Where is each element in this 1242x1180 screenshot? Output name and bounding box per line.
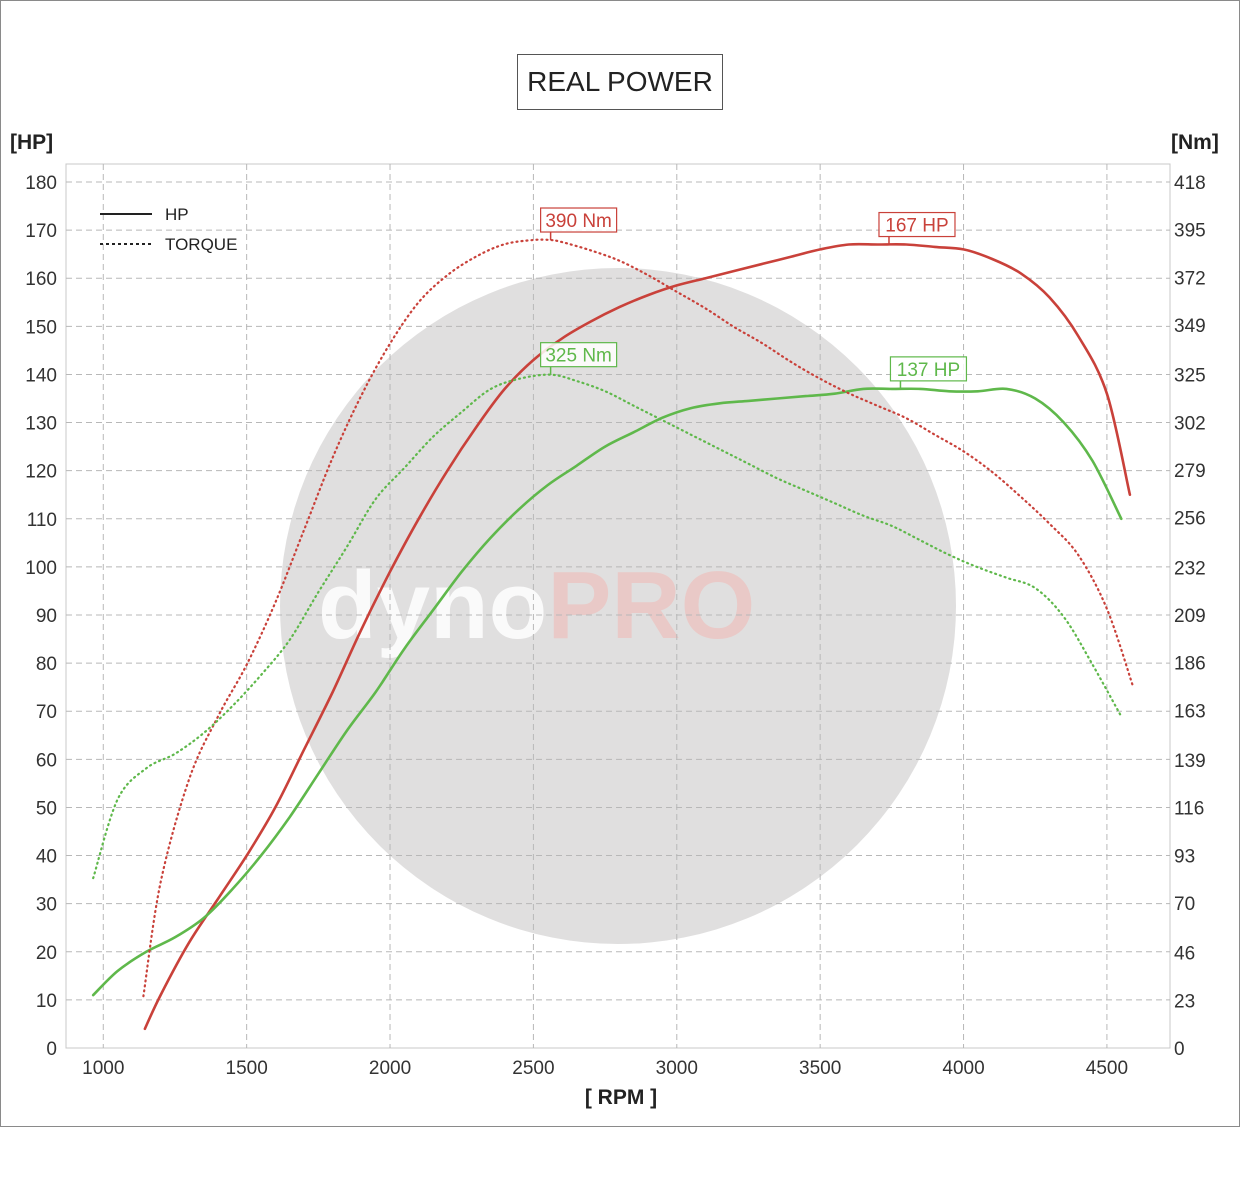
y-right-tick-label: 349 [1174,316,1206,337]
x-tick-label: 2000 [369,1058,411,1079]
chart-title-text: REAL POWER [527,66,713,97]
annotation-box [889,356,968,382]
x-axis-label: [ RPM ] [584,1086,658,1109]
y-right-tick-label: 279 [1174,461,1206,482]
y-right-tick-label: 232 [1174,558,1206,579]
watermark-logo: dynoPRO [318,552,755,659]
grid-layer [66,164,1170,1048]
y-right-unit-label: [Nm] [1171,131,1219,154]
watermark-circle [280,268,956,944]
annotation-label: 137 HP [897,360,960,381]
y-left-tick-label: 100 [25,558,57,579]
annotation-label: 390 Nm [545,211,612,232]
y-left-tick-label: 110 [27,510,57,531]
y-left-tick-label: 80 [36,654,57,675]
x-tick-label: 4000 [942,1058,984,1079]
annotation-layer: 390 Nm 167 HP 325 Nm 137 HP [540,207,968,389]
x-tick-label: 1500 [226,1058,268,1079]
y-left-tick-label: 120 [25,462,57,483]
y-left-tick-label: 70 [36,702,57,723]
series-layer [91,238,1134,1031]
y-left-tick-label: 130 [25,414,57,435]
y-right-tick-label: 418 [1174,173,1206,194]
x-tick-label: 3500 [799,1058,841,1079]
y-right-tick-label: 70 [1174,894,1195,915]
y-right-tick-label: 325 [1174,366,1206,387]
legend-label-hp: HP [165,205,189,224]
y-right-tick-label: 93 [1174,846,1195,867]
watermark-pro: PRO [547,552,755,659]
y-right-tick-label: 46 [1174,944,1195,965]
peak-annotation: 325 Nm [540,342,618,375]
y-left-tick-label: 60 [36,750,57,771]
series-tq-stock [92,373,1123,880]
y-right-tick-label: 186 [1174,654,1206,675]
y-left-tick-label: 140 [25,365,57,386]
y-left-tick-label: 0 [46,1039,57,1060]
series-tq-tuned [142,238,1134,998]
y-left-tick-label: 20 [36,943,57,964]
annotation-box [878,211,956,238]
y-left-tick-label: 90 [36,606,57,627]
y-right-tick-label: 116 [1174,799,1204,820]
y-left-tick-label: 180 [25,173,57,194]
annotation-box [540,207,618,233]
y-right-tick-label: 0 [1174,1039,1185,1060]
annotation-box [540,342,618,368]
legend: HP TORQUE [100,205,237,254]
y-right-tick-label: 256 [1174,509,1206,530]
annotation-label: 325 Nm [545,346,612,367]
chart-title: REAL POWER [517,54,723,110]
y-left-tick-label: 50 [36,798,57,819]
series-hp-tuned [143,242,1132,1031]
peak-annotation: 390 Nm [540,207,618,241]
peak-annotation: 167 HP [878,211,956,245]
y-right-tick-label: 395 [1174,221,1206,242]
y-left-tick-label: 30 [36,895,57,916]
y-left-tick-label: 10 [36,991,57,1012]
x-tick-label: 3000 [656,1058,698,1079]
y-right-tick-label: 302 [1174,413,1206,434]
plot-area [65,163,1171,1049]
y-right-tick-label: 139 [1174,751,1206,772]
tick-layer: 0 0 10 23 20 46 30 70 40 93 50 116 60 139 70 163 80 186 90… [25,173,1205,1079]
y-left-tick-label: 150 [25,317,57,338]
series-hp-stock [91,387,1123,997]
y-left-tick-label: 170 [25,221,57,242]
annotation-label: 167 HP [885,216,948,237]
y-left-tick-label: 160 [25,269,57,290]
y-left-unit-label: [HP] [10,131,54,154]
peak-annotation: 137 HP [889,356,968,389]
y-right-tick-label: 209 [1174,606,1206,627]
x-tick-label: 1000 [82,1058,124,1079]
background-layer: dynoPRO [65,163,1171,1049]
x-tick-label: 4500 [1086,1058,1128,1079]
y-left-tick-label: 40 [36,847,57,868]
legend-label-torque: TORQUE [165,235,237,254]
watermark-dyno: dyno [318,552,547,659]
y-right-tick-label: 163 [1174,701,1206,722]
x-tick-label: 2500 [512,1058,554,1079]
y-right-tick-label: 23 [1174,991,1195,1012]
y-right-tick-label: 372 [1174,268,1206,289]
